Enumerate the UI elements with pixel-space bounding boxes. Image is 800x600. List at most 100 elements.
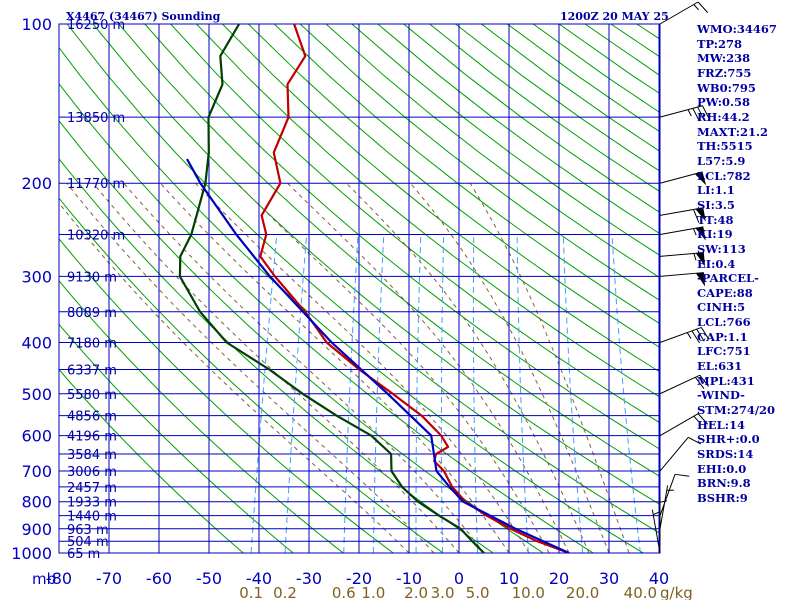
index-item: EHI:0.0	[697, 461, 747, 476]
temperature-tick-label: -80	[46, 569, 72, 588]
mixing-ratio-tick-label: 3.0	[431, 584, 455, 600]
profile-line-1	[259, 24, 570, 553]
pressure-tick-label: 700	[21, 462, 52, 481]
moist-adiabat	[92, 182, 460, 553]
plot-frame	[58, 23, 661, 554]
index-item: EL:631	[697, 359, 743, 374]
pressure-tick-label: 300	[21, 267, 52, 286]
index-item: HEL:14	[697, 417, 745, 432]
index-item: SI:3.5	[697, 197, 735, 212]
index-item: -PARCEL-	[697, 271, 759, 286]
mixing-ratio-line	[284, 234, 308, 553]
pressure-tick-label: 600	[21, 427, 52, 446]
wind-barb	[659, 497, 668, 542]
index-item: LCL:782	[697, 168, 751, 183]
index-item: MW:238	[697, 51, 751, 66]
temperature-tick-label: -60	[146, 569, 172, 588]
wind-barb	[659, 326, 710, 344]
temperature-tick-label: 0	[454, 569, 464, 588]
index-item: MPL:431	[697, 373, 755, 388]
height-label: 2457 m	[67, 481, 117, 496]
height-label: 1933 m	[67, 496, 117, 511]
wind-barb	[659, 1, 709, 25]
index-item: LFC:751	[697, 344, 751, 359]
index-item: PW:0.58	[697, 95, 751, 110]
mixing-ratio-tick-label: 20.0	[566, 584, 599, 600]
moist-adiabat	[346, 182, 590, 553]
temperature-tick-label: 30	[599, 569, 619, 588]
mixing-ratio-tick-label: 1.0	[361, 584, 385, 600]
temperature-tick-label: -30	[296, 569, 322, 588]
mixing-ratio-tick-label: 10.0	[512, 584, 545, 600]
mixing-ratio-line	[372, 234, 385, 553]
wind-barb	[659, 413, 709, 437]
index-item: BSHR:9	[697, 491, 748, 505]
index-item: RH:44.2	[697, 109, 750, 124]
moist-adiabat	[469, 182, 630, 553]
temperature-tick-label: -40	[246, 569, 272, 588]
temperature-tick-label: 10	[499, 569, 519, 588]
height-label: 5580 m	[67, 388, 117, 403]
mixing-ratio-line	[343, 234, 359, 553]
index-item: WB0:795	[697, 80, 756, 95]
height-label: 3006 m	[67, 465, 117, 480]
height-label: 8089 m	[67, 306, 117, 321]
pressure-tick-label: 200	[21, 174, 52, 193]
index-item: KI:19	[697, 227, 733, 242]
height-label: 6337 m	[67, 364, 117, 379]
chart-title: X4467 (34467) Sounding	[66, 10, 221, 23]
mixing-ratio-tick-label: 40.0	[624, 584, 657, 600]
index-item: SRDS:14	[697, 447, 754, 462]
wind-barb	[659, 171, 707, 186]
height-label: 10320 m	[67, 229, 125, 244]
height-label: 504 m	[67, 535, 109, 550]
height-label: 16250 m	[67, 18, 125, 33]
mixing-ratio-tick-label: 0.6	[332, 584, 356, 600]
wind-barb	[659, 485, 674, 529]
wind-barb	[659, 374, 709, 395]
wind-barb	[659, 272, 706, 287]
wind-barb	[651, 509, 661, 554]
pressure-tick-label: 100	[21, 15, 52, 34]
temperature-tick-label: -10	[396, 569, 422, 588]
mixing-ratio-line	[440, 234, 445, 553]
index-item: WMO:34467	[697, 22, 777, 36]
wind-barb	[659, 207, 706, 223]
mixing-ratio-tick-label: 0.1	[239, 584, 263, 600]
temperature-tick-label: 20	[549, 569, 569, 588]
temperature-tick-label: -20	[346, 569, 372, 588]
profile-line-2	[178, 24, 485, 553]
wind-barb	[659, 252, 706, 267]
mixing-ratio-tick-label: 5.0	[466, 584, 490, 600]
pressure-unit-label: mb	[32, 570, 56, 588]
height-label: 11770 m	[67, 177, 125, 192]
mixing-ratio-line	[611, 234, 641, 553]
index-item: -WIND-	[697, 388, 745, 403]
moist-adiabat	[123, 182, 485, 553]
height-label: 963 m	[67, 523, 109, 538]
index-item: CAP:1.1	[697, 329, 748, 344]
mixing-ratio-tick-label: 0.2	[273, 584, 297, 600]
index-item: LI:1.1	[697, 183, 735, 198]
mixing-ratio-tick-label: 2.0	[404, 584, 428, 600]
height-label: 1440 m	[67, 510, 117, 525]
pressure-tick-label: 500	[21, 385, 52, 404]
height-label: 3584 m	[67, 448, 117, 463]
index-item: SW:113	[697, 241, 746, 256]
index-item: TH:5515	[697, 139, 753, 154]
index-item: TP:278	[697, 36, 743, 51]
mixing-ratio-line	[562, 234, 584, 553]
dry-adiabat	[118, 24, 660, 478]
dry-adiabat	[66, 24, 660, 534]
moist-adiabat	[195, 182, 530, 553]
mixing-ratio-line	[250, 234, 278, 553]
index-item: CINH:5	[697, 300, 746, 315]
index-item: TT:48	[697, 212, 734, 227]
index-item: STM:274/20	[697, 403, 776, 418]
wind-barb	[659, 105, 710, 122]
height-label: 4856 m	[67, 410, 117, 425]
index-item: EI:0.4	[697, 256, 736, 271]
height-label: 4196 m	[67, 430, 117, 445]
pressure-tick-label: 900	[21, 520, 52, 539]
